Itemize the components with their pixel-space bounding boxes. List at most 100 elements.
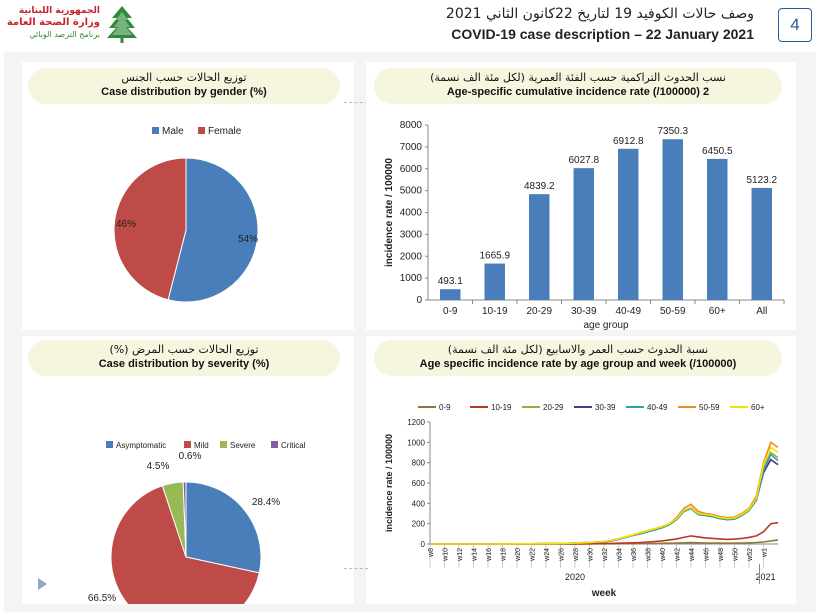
pie-value-label: 4.5% xyxy=(147,461,170,472)
gender-panel-header: توزيع الحالات حسب الجنس Case distributio… xyxy=(28,68,340,104)
title-english: COVID-19 case description – 22 January 2… xyxy=(451,26,754,42)
x-tick-label: 0-9 xyxy=(443,306,458,317)
legend-label-female: Female xyxy=(208,126,242,137)
gender-title-en: Case distribution by gender (%) xyxy=(101,86,267,98)
legend-label-severe: Severe xyxy=(230,441,256,450)
legend-swatch xyxy=(106,441,113,448)
x-tick-label: w10 xyxy=(443,548,450,562)
pie-slice-male xyxy=(167,157,259,303)
logo-line2: وزارة الصحة العامة xyxy=(6,17,100,28)
x-tick-label: w32 xyxy=(602,548,609,562)
bar-40-49 xyxy=(618,148,639,300)
legend-label: 10-19 xyxy=(491,403,512,412)
x-tick-label: w14 xyxy=(472,548,479,562)
legend-label: 20-29 xyxy=(543,403,564,412)
legend-swatch xyxy=(220,441,227,448)
gender-panel: توزيع الحالات حسب الجنس Case distributio… xyxy=(22,62,354,330)
x-tick-label: w24 xyxy=(544,548,551,562)
gender-title-ar: توزيع الحالات حسب الجنس xyxy=(121,71,247,84)
bar-0-9 xyxy=(440,289,461,300)
logo-line3: برنامج الترصد الوبائي xyxy=(29,30,100,39)
legend-label: 30-39 xyxy=(595,403,616,412)
pie-slice-mild xyxy=(110,485,260,604)
y-tick-label: 1000 xyxy=(407,438,425,447)
series-line-30-39 xyxy=(430,458,779,545)
age-panel-header: نسب الحدوث التراكمية حسب الفئة العمرية (… xyxy=(374,68,782,104)
x-tick-label: w8 xyxy=(428,548,435,558)
y-tick-label: 4000 xyxy=(400,208,423,219)
legend-label-male: Male xyxy=(162,126,184,137)
series-line-50-59 xyxy=(430,441,779,545)
x-tick-label: w42 xyxy=(675,548,682,562)
x-tick-label: w26 xyxy=(559,548,566,562)
x-tick-label: w28 xyxy=(573,548,580,562)
x-tick-label: 50-59 xyxy=(660,306,686,317)
legend-swatch xyxy=(152,127,159,134)
gender-pie-chart: 54% 46% Male Female xyxy=(113,126,259,303)
pie-slice-asymptomatic xyxy=(185,481,262,574)
content-area: توزيع الحالات حسب الجنس Case distributio… xyxy=(4,52,816,612)
pie-value-label: 54% xyxy=(238,234,258,245)
week-line-chart: 0-9 10-19 20-29 30-39 40-49 50-59 60+ 0 200 400 60… xyxy=(384,403,779,599)
y-tick-label: 1000 xyxy=(400,273,423,284)
x-tick-label: 10-19 xyxy=(482,306,508,317)
bar-20-29 xyxy=(529,194,550,300)
year-label-2021: 2021 xyxy=(755,572,775,582)
bar-data-label: 7350.3 xyxy=(657,126,688,137)
x-tick-label: All xyxy=(756,306,767,317)
week-panel: نسبة الحدوث حسب العمر والاسابيع (لكل مئة… xyxy=(366,336,796,604)
severity-pie-chart: 28.4% 66.5% 4.5% 0.6% Asymptomatic Mild Severe… xyxy=(88,441,306,604)
x-tick-label: w38 xyxy=(646,548,653,562)
legend-label: 60+ xyxy=(751,403,765,412)
pie-value-label: 28.4% xyxy=(252,497,280,508)
x-tick-label: w48 xyxy=(718,548,725,562)
y-tick-label: 0 xyxy=(416,295,422,306)
series-line-20-29 xyxy=(430,451,779,545)
bar-data-label: 6450.5 xyxy=(702,146,733,157)
bar-60+ xyxy=(707,158,728,300)
severity-panel: توزيع الحالات حسب المرض (%) Case distrib… xyxy=(22,336,354,604)
legend-label-mild: Mild xyxy=(194,441,209,450)
x-tick-label: 60+ xyxy=(709,306,726,317)
page-header: الجمهورية اللبنانية وزارة الصحة العامة ب… xyxy=(0,0,820,52)
legend-label: 50-59 xyxy=(699,403,720,412)
bar-10-19 xyxy=(484,263,505,300)
pie-slice-critical xyxy=(182,481,187,558)
y-tick-label: 3000 xyxy=(400,229,423,240)
x-axis-title: age group xyxy=(583,320,628,330)
x-tick-label: w44 xyxy=(689,548,696,562)
play-icon[interactable] xyxy=(38,578,47,590)
x-tick-label: 30-39 xyxy=(571,306,597,317)
bar-data-label: 493.1 xyxy=(438,276,463,287)
y-tick-label: 5000 xyxy=(400,186,423,197)
bar-data-label: 4839.2 xyxy=(524,181,555,192)
x-tick-label: w30 xyxy=(588,548,595,562)
bar-All xyxy=(751,187,772,300)
legend-label: 0-9 xyxy=(439,403,451,412)
x-tick-label: w52 xyxy=(747,548,754,562)
series-line-40-49 xyxy=(430,453,779,545)
x-tick-label: w12 xyxy=(457,548,464,562)
week-title-ar: نسبة الحدوث حسب العمر والاسابيع (لكل مئة… xyxy=(447,343,709,356)
y-axis-title: incidence rate / 100000 xyxy=(384,434,394,532)
y-tick-label: 2000 xyxy=(400,251,423,262)
legend-label-asymptomatic: Asymptomatic xyxy=(116,441,166,450)
y-tick-label: 6000 xyxy=(400,164,423,175)
legend-swatch xyxy=(184,441,191,448)
x-tick-label: w36 xyxy=(631,548,638,562)
divider xyxy=(344,102,368,103)
legend-label-critical: Critical xyxy=(281,441,306,450)
page-number: 4 xyxy=(778,8,812,42)
y-tick-label: 1200 xyxy=(407,418,425,427)
age-title-ar: نسب الحدوث التراكمية حسب الفئة العمرية (… xyxy=(430,71,726,84)
bar-30-39 xyxy=(573,168,594,300)
y-axis-title: incidence rate / 100000 xyxy=(384,158,395,267)
bar-data-label: 1665.9 xyxy=(479,251,510,262)
x-tick-label: 20-29 xyxy=(526,306,552,317)
y-tick-label: 200 xyxy=(412,520,426,529)
week-title-en: Age specific incidence rate by age group… xyxy=(419,358,737,370)
pie-value-label: 46% xyxy=(116,219,136,230)
age-title-en: Age-specific cumulative incidence rate (… xyxy=(446,86,710,98)
title-arabic: وصف حالات الكوفيد 19 لتاريخ 22كانون الثا… xyxy=(445,6,754,22)
y-tick-label: 800 xyxy=(412,459,426,468)
